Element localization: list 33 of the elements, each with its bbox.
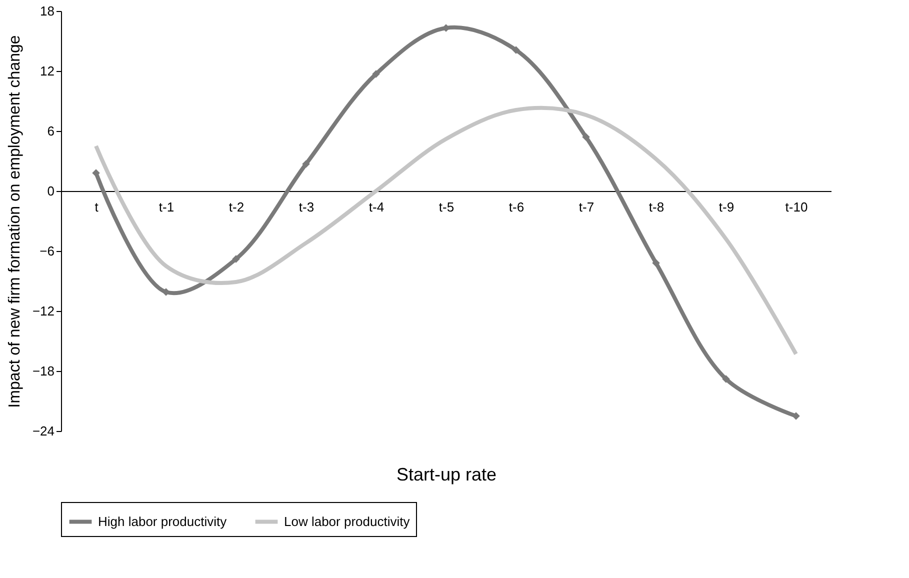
point xyxy=(302,160,310,168)
point xyxy=(162,288,170,296)
point xyxy=(232,255,240,263)
y-axis-title: Impact of new firm formation on employment change xyxy=(6,35,24,408)
legend-label: High labor productivity xyxy=(98,514,228,529)
x-tick-label: t-7 xyxy=(578,200,594,214)
point xyxy=(92,169,100,177)
point xyxy=(652,259,660,267)
point xyxy=(372,70,380,78)
legend-label: Low labor productivity xyxy=(284,514,410,529)
point xyxy=(582,133,590,141)
y-tick-label: −24 xyxy=(32,424,54,438)
x-tick-label: t-4 xyxy=(368,200,384,214)
x-tick-label: t-3 xyxy=(298,200,314,214)
point xyxy=(512,46,520,54)
y-tick-label: 0 xyxy=(47,184,54,198)
x-tick-label: t-8 xyxy=(648,200,664,214)
y-tick-label: 18 xyxy=(40,4,54,18)
x-tick-label: t xyxy=(94,200,99,214)
x-tick-label: t-9 xyxy=(718,200,734,214)
point xyxy=(792,412,800,420)
y-tick-label: −6 xyxy=(40,244,54,258)
x-tick-label: t-5 xyxy=(438,200,454,214)
y-tick-label: 12 xyxy=(40,64,54,78)
x-tick-label: t-10 xyxy=(785,200,808,214)
y-tick-label: −18 xyxy=(32,364,54,378)
y-tick-label: −12 xyxy=(32,304,54,318)
x-tick-label: t-2 xyxy=(228,200,244,214)
point xyxy=(722,375,730,383)
x-axis-title: Start-up rate xyxy=(396,464,497,484)
y-tick-label: 6 xyxy=(47,124,54,138)
x-tick-label: t-1 xyxy=(158,200,174,214)
x-tick-label: t-6 xyxy=(508,200,524,214)
